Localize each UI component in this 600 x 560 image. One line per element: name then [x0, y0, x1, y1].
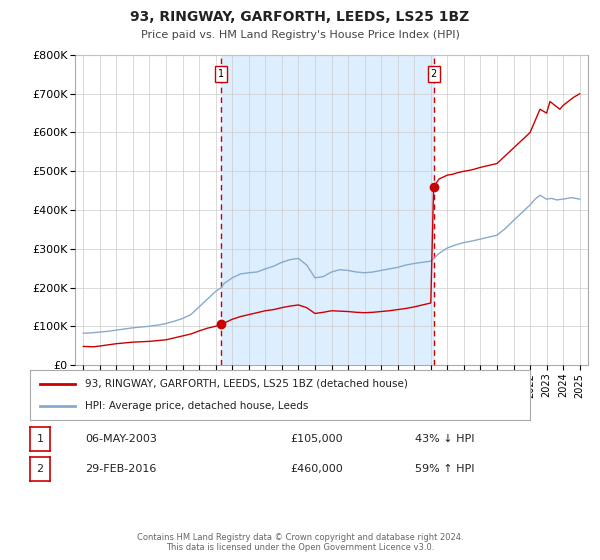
Text: 06-MAY-2003: 06-MAY-2003 — [85, 434, 157, 444]
Text: £460,000: £460,000 — [290, 464, 343, 474]
Text: 1: 1 — [37, 434, 44, 444]
Text: 93, RINGWAY, GARFORTH, LEEDS, LS25 1BZ (detached house): 93, RINGWAY, GARFORTH, LEEDS, LS25 1BZ (… — [85, 379, 408, 389]
Text: Contains HM Land Registry data © Crown copyright and database right 2024.
This d: Contains HM Land Registry data © Crown c… — [137, 533, 463, 552]
Text: 1: 1 — [218, 68, 224, 78]
Text: 93, RINGWAY, GARFORTH, LEEDS, LS25 1BZ: 93, RINGWAY, GARFORTH, LEEDS, LS25 1BZ — [130, 10, 470, 24]
Text: 29-FEB-2016: 29-FEB-2016 — [85, 464, 157, 474]
Text: Price paid vs. HM Land Registry's House Price Index (HPI): Price paid vs. HM Land Registry's House … — [140, 30, 460, 40]
Text: HPI: Average price, detached house, Leeds: HPI: Average price, detached house, Leed… — [85, 401, 308, 411]
Text: 2: 2 — [37, 464, 44, 474]
Text: 2: 2 — [430, 68, 437, 78]
Text: £105,000: £105,000 — [290, 434, 343, 444]
Text: 43% ↓ HPI: 43% ↓ HPI — [415, 434, 475, 444]
Bar — [221, 55, 434, 365]
Text: 59% ↑ HPI: 59% ↑ HPI — [415, 464, 475, 474]
